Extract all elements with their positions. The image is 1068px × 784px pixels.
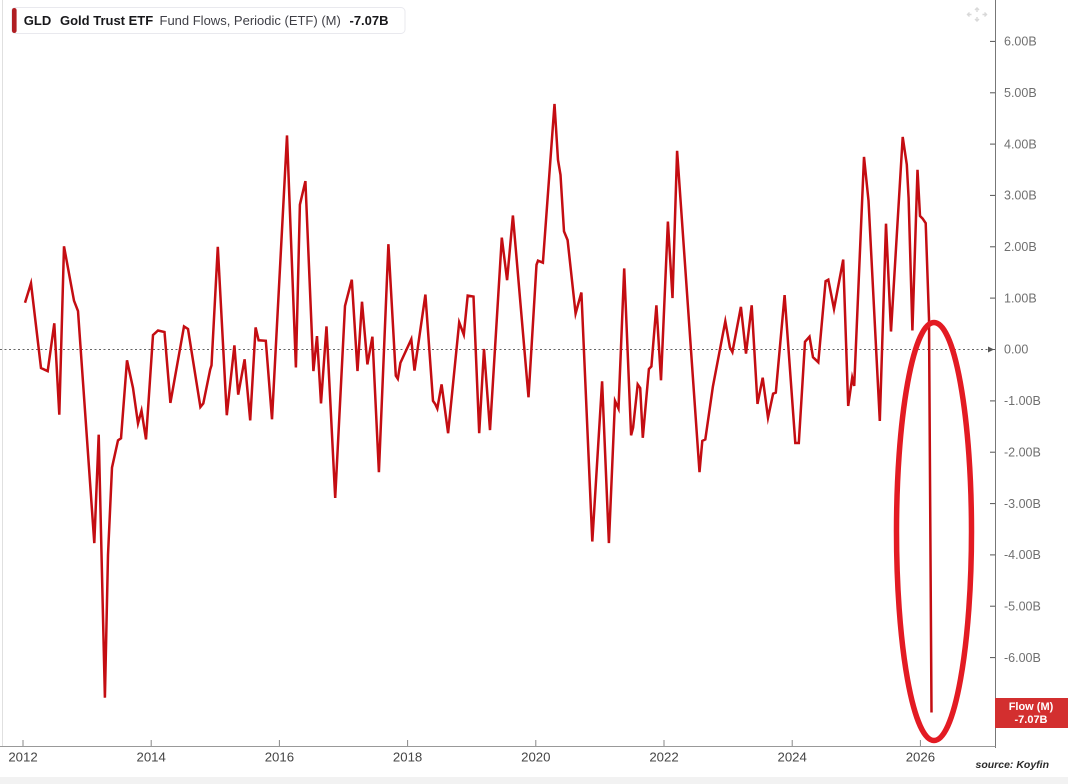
svg-text:-6.00B: -6.00B (1004, 651, 1041, 665)
svg-text:2016: 2016 (265, 750, 294, 765)
svg-text:6.00B: 6.00B (1004, 35, 1037, 49)
svg-text:-2.00B: -2.00B (1004, 445, 1041, 459)
svg-text:2024: 2024 (778, 750, 807, 765)
svg-text:-7.07B: -7.07B (1014, 714, 1047, 726)
svg-text:GLD: GLD (24, 13, 51, 28)
svg-text:3.00B: 3.00B (1004, 189, 1037, 203)
svg-text:2012: 2012 (8, 750, 37, 765)
svg-text:-5.00B: -5.00B (1004, 600, 1041, 614)
svg-text:5.00B: 5.00B (1004, 86, 1037, 100)
svg-text:4.00B: 4.00B (1004, 137, 1037, 151)
svg-text:2022: 2022 (649, 750, 678, 765)
svg-text:Flow (M): Flow (M) (1009, 701, 1054, 713)
svg-text:1.00B: 1.00B (1004, 291, 1037, 305)
svg-text:-4.00B: -4.00B (1004, 548, 1041, 562)
svg-text:source: Koyfin: source: Koyfin (975, 759, 1049, 771)
svg-text:2014: 2014 (137, 750, 166, 765)
svg-text:2018: 2018 (393, 750, 422, 765)
svg-text:-3.00B: -3.00B (1004, 497, 1041, 511)
svg-text:Gold Trust ETF: Gold Trust ETF (60, 13, 153, 28)
svg-text:2020: 2020 (521, 750, 550, 765)
svg-text:-7.07B: -7.07B (350, 13, 389, 28)
svg-text:Fund Flows, Periodic (ETF) (M): Fund Flows, Periodic (ETF) (M) (160, 13, 341, 28)
svg-text:-1.00B: -1.00B (1004, 394, 1041, 408)
svg-text:2026: 2026 (906, 750, 935, 765)
svg-text:0.00: 0.00 (1004, 343, 1028, 357)
svg-text:2.00B: 2.00B (1004, 240, 1037, 254)
